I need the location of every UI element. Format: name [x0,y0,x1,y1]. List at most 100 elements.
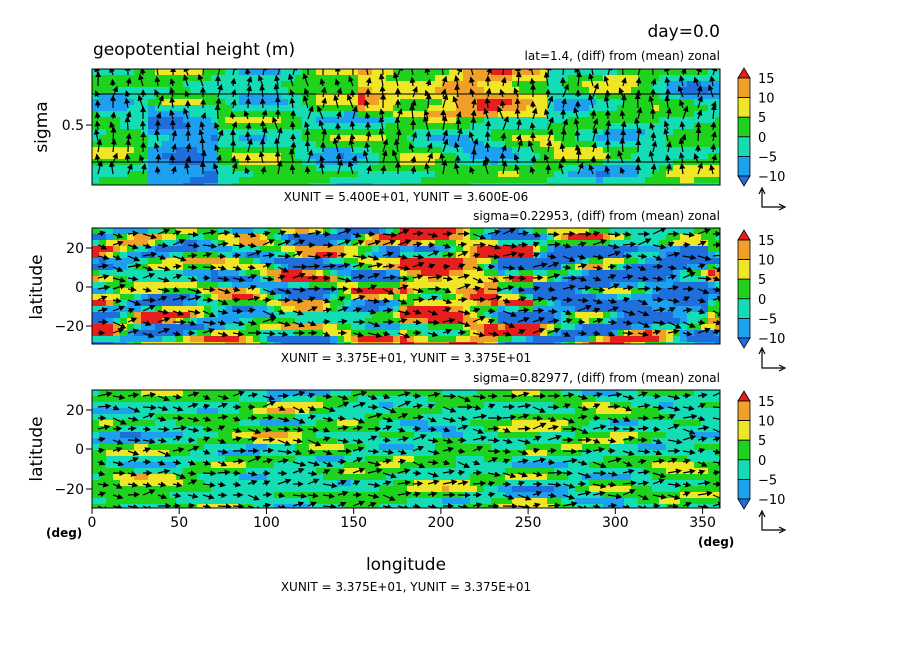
field-cell [323,402,331,409]
field-cell [512,402,520,409]
field-cell [120,408,128,415]
field-cell [302,282,310,289]
field-cell [596,147,604,154]
field-cell [449,318,457,325]
field-cell [533,294,541,301]
wind-vector [497,105,504,120]
field-cell [589,408,597,415]
field-cell [505,171,513,178]
field-cell [463,270,471,277]
field-cell [505,330,513,337]
field-cell [652,177,660,184]
field-cell [190,183,198,185]
field-cell [379,306,387,313]
field-cell [442,396,450,403]
field-cell [141,288,149,295]
field-cell [323,420,331,427]
field-cell [253,336,261,343]
field-cell [323,81,331,88]
field-cell [687,141,695,148]
field-cell [141,135,149,142]
field-cell [673,129,681,136]
field-cell [407,282,415,289]
field-cell [211,129,219,136]
field-cell [330,117,338,124]
field-cell [449,240,457,247]
field-cell [330,75,338,82]
field-cell [491,258,499,265]
field-cell [113,75,121,82]
wind-vector [622,330,634,337]
field-cell [260,270,268,277]
field-cell [225,246,233,253]
field-cell [113,270,121,277]
field-cell [113,336,121,343]
field-cell [288,312,296,319]
field-cell [183,99,191,106]
field-cell [134,69,142,76]
field-cell [267,336,275,343]
field-cell [533,87,541,94]
wind-vector [622,319,633,326]
field-cell [442,87,450,94]
field-cell [225,93,233,100]
field-cell [638,336,646,343]
field-cell [169,270,177,277]
field-cell [435,147,443,154]
wind-vector [442,307,452,313]
wind-vector [484,130,491,142]
field-cell [358,300,366,307]
field-cell [351,300,359,307]
field-cell [589,330,597,337]
field-cell [316,129,324,136]
field-cell [512,288,520,295]
field-cell [169,252,177,259]
field-cell [701,294,709,301]
field-cell [148,135,156,142]
field-cell [344,306,352,313]
field-cell [505,81,513,88]
field-cell [162,390,170,397]
field-cell [484,264,492,271]
field-cell [687,318,695,325]
field-cell [400,105,408,112]
field-cell [176,390,184,397]
field-cell [400,390,408,397]
field-cell [680,288,688,295]
field-cell [365,270,373,277]
field-cell [337,105,345,112]
field-cell [428,87,436,94]
field-cell [617,75,625,82]
field-cell [435,264,443,271]
field-cell [211,402,219,409]
field-cell [141,93,149,100]
field-cell [211,294,219,301]
field-cell [302,324,310,331]
field-cell [106,276,114,283]
field-cell [533,246,541,253]
wind-vector [697,319,706,326]
field-cell [232,408,240,415]
field-cell [190,294,198,301]
field-cell [477,141,485,148]
field-cell [638,171,646,178]
field-cell [645,135,653,142]
wind-vector [502,228,516,235]
field-cell [197,123,205,130]
field-cell [715,147,720,154]
field-cell [393,135,401,142]
field-cell [456,324,464,331]
field-cell [106,408,114,415]
field-cell [540,342,548,344]
field-cell [295,342,303,344]
field-cell [484,330,492,337]
field-cell [106,402,114,409]
wind-vector [273,83,280,98]
field-cell [113,69,121,76]
field-cell [554,234,562,241]
field-cell [113,342,121,344]
field-cell [414,93,422,100]
field-cell [505,342,513,344]
field-cell [239,342,247,344]
wind-vector [412,86,418,98]
